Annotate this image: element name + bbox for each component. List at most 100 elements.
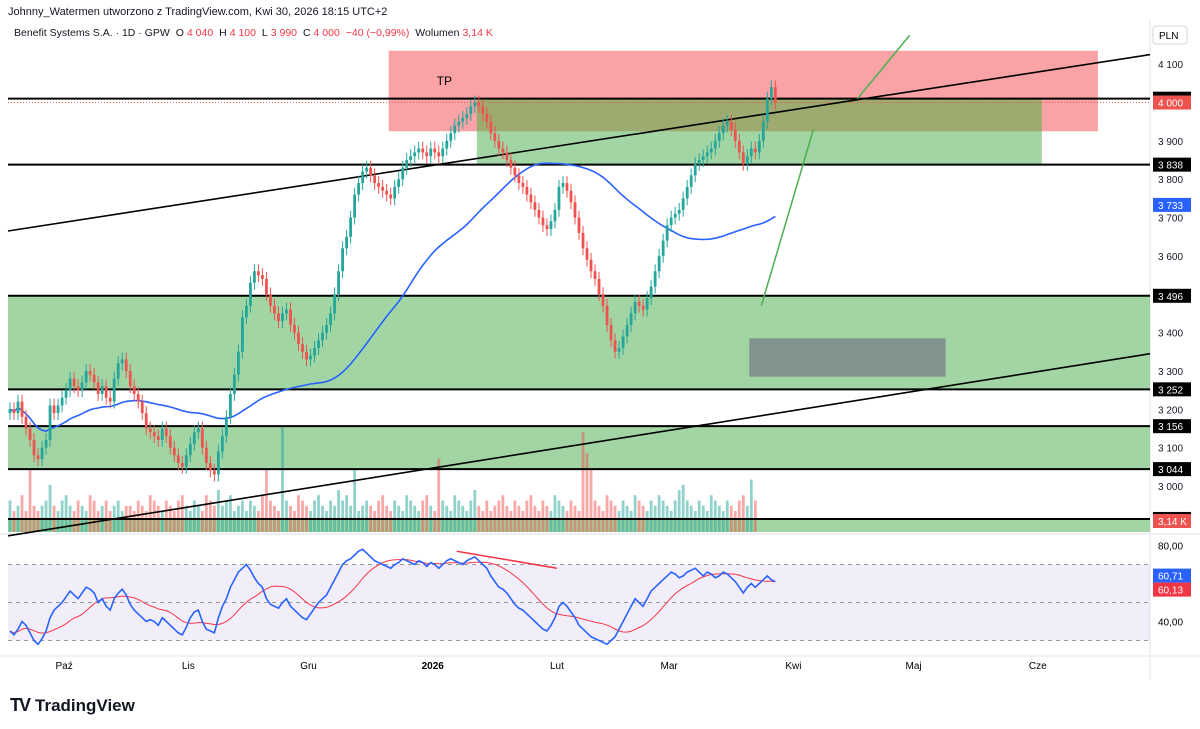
candle-body [381, 186, 385, 191]
candle-body [44, 439, 48, 448]
candle-body [653, 271, 657, 287]
candle-body [212, 470, 216, 475]
level-tag-5 [1153, 462, 1191, 477]
candle-body [108, 397, 112, 402]
volume-bar [337, 490, 340, 532]
tradingview-logo[interactable]: TV TradingView [10, 695, 135, 716]
candle-body [689, 175, 693, 187]
volume-bar [28, 469, 32, 532]
candle-body [737, 140, 741, 153]
volume-bar [681, 484, 685, 532]
volume-bar [525, 500, 529, 532]
candle-body [433, 148, 437, 153]
candle-body [180, 462, 184, 467]
volume-bar [265, 469, 268, 532]
candle-body [84, 370, 88, 383]
candle-body [120, 359, 124, 364]
zone-green-2 [8, 295, 1150, 390]
volume-bar [56, 511, 60, 532]
time-tick-label: Mar [661, 661, 679, 672]
volume-bar [120, 511, 124, 532]
candle-body [313, 347, 316, 356]
symbol-label[interactable]: Benefit Systems S.A. · 1D · GPW [14, 27, 170, 39]
candle-body [116, 363, 120, 379]
candle-body [361, 171, 365, 184]
candle-body [461, 117, 465, 122]
volume-bar [569, 500, 573, 532]
candle-body [164, 428, 168, 437]
candle-body [685, 186, 689, 199]
candle-body [649, 286, 653, 299]
volume-bar [485, 500, 489, 532]
rsi-tick-label: 80,00 [1158, 542, 1183, 553]
candle-body [441, 148, 445, 157]
candle-body [100, 386, 104, 394]
volume-bar [249, 500, 252, 532]
candle-body [88, 370, 92, 375]
candle-body [769, 87, 773, 99]
candle-body [72, 378, 76, 387]
zone-label-0: TP [437, 74, 452, 88]
volume-bar [389, 511, 393, 532]
volume-bar [465, 511, 469, 532]
candle-body [501, 148, 505, 153]
volume-bar [553, 495, 557, 532]
candle-body [265, 278, 268, 295]
candle-body [337, 271, 340, 295]
candle-body [168, 436, 172, 448]
candle-body [597, 278, 601, 295]
volume-bar [741, 495, 745, 532]
candle-body [489, 121, 493, 134]
volume-bar [753, 500, 757, 532]
candle-body [473, 102, 477, 107]
volume-bar [160, 511, 164, 532]
volume-bar [245, 511, 248, 532]
candle-body [701, 156, 705, 161]
candle-body [297, 332, 300, 345]
candle-body [569, 190, 573, 203]
candle-body [669, 217, 673, 226]
volume-bar [20, 495, 24, 532]
trendline-0 [7, 53, 1151, 232]
candle-body [457, 121, 461, 126]
volume-bar [537, 511, 541, 532]
candle-body [369, 167, 373, 176]
volume-bar [132, 511, 136, 532]
time-tick-label: Paź [55, 661, 72, 672]
candle-body [445, 140, 449, 149]
high-label: H [219, 27, 227, 39]
candle-body [549, 221, 553, 230]
volume-bar [76, 500, 80, 532]
candle-body [717, 133, 721, 141]
candle-body [505, 152, 509, 161]
volume-bar [180, 495, 184, 532]
candle-body [204, 447, 208, 463]
volume-bar [345, 495, 348, 532]
price-tick-label: 3 300 [1158, 367, 1183, 378]
candle-body [128, 370, 132, 387]
candle-body [749, 148, 753, 157]
candle-body [353, 194, 357, 218]
volume-bar [188, 511, 192, 532]
candle-body [293, 324, 296, 333]
candle-body [661, 240, 665, 256]
candle-body [393, 186, 397, 199]
candle-body [733, 129, 737, 141]
candle-body [533, 202, 537, 210]
volume-bar [104, 500, 108, 532]
change-value: −40 (−0,99%) [345, 27, 410, 39]
volume-bar [685, 500, 689, 532]
volume-bar [433, 511, 437, 532]
volume-bar [176, 500, 180, 532]
candle-body [709, 148, 713, 153]
candle-body [625, 324, 629, 337]
candle-body [8, 409, 12, 414]
volume-bar [437, 458, 441, 532]
level-tag-label-2: 3 496 [1158, 292, 1183, 303]
price-tick-label: 4 100 [1158, 60, 1183, 71]
rsi-ma-line [9, 558, 776, 634]
candle-body [409, 156, 413, 161]
volume-bar [709, 495, 713, 532]
volume-bar [313, 500, 316, 532]
